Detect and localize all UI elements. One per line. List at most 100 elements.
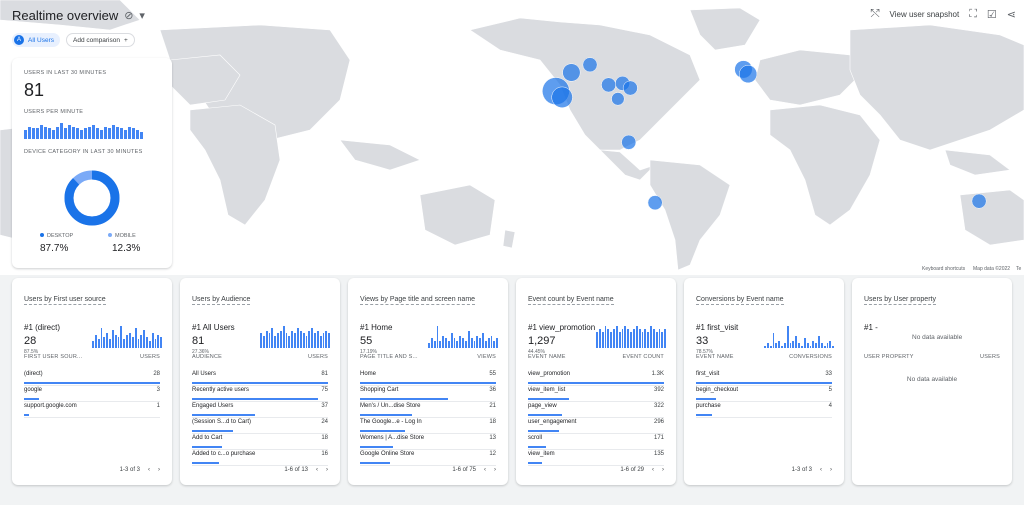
map-user-point[interactable] — [647, 195, 663, 211]
map-user-point[interactable] — [562, 63, 581, 82]
row-bar — [192, 382, 328, 384]
next-page-icon[interactable]: › — [158, 467, 160, 473]
prev-page-icon[interactable]: ‹ — [652, 467, 654, 473]
spark-bar — [294, 333, 296, 348]
map-user-point[interactable] — [739, 65, 758, 84]
device-category-donut[interactable] — [64, 170, 120, 226]
table-row[interactable]: Google Online Store 12 — [360, 450, 496, 466]
chevron-down-icon[interactable]: ▾ — [139, 10, 145, 22]
keyboard-shortcuts-link[interactable]: Keyboard shortcuts — [922, 266, 966, 272]
row-value: 1 — [156, 403, 160, 409]
spark-bar — [453, 338, 456, 348]
col-metric: USERS — [308, 354, 328, 360]
card-sparkline[interactable] — [428, 326, 499, 348]
prev-page-icon[interactable]: ‹ — [820, 467, 822, 473]
card-sparkline[interactable] — [260, 326, 331, 348]
table-row[interactable]: Men's / Un...dise Store 21 — [360, 402, 496, 418]
table-row[interactable]: view_promotion 1.3K — [528, 370, 664, 386]
edit-insights-icon[interactable]: ☑ — [986, 9, 997, 21]
map-user-point[interactable] — [621, 134, 637, 150]
prev-page-icon[interactable]: ‹ — [316, 467, 318, 473]
next-page-icon[interactable]: › — [494, 467, 496, 473]
card-sparkline[interactable] — [596, 326, 667, 348]
table-row[interactable]: Engaged Users 37 — [192, 402, 328, 418]
table-row[interactable]: view_item 135 — [528, 450, 664, 466]
table-row[interactable]: All Users 81 — [192, 370, 328, 386]
map-user-point[interactable] — [582, 57, 598, 73]
table-row[interactable]: Recently active users 75 — [192, 386, 328, 402]
spark-bar — [148, 341, 151, 348]
upm-bar — [96, 128, 99, 139]
table-row[interactable]: scroll 171 — [528, 434, 664, 450]
map-user-point[interactable] — [601, 77, 617, 93]
card-title[interactable]: Users by User property — [864, 296, 936, 305]
table-row[interactable]: (direct) 28 — [24, 370, 160, 386]
prev-page-icon[interactable]: ‹ — [148, 467, 150, 473]
table-row[interactable]: support.google.com 1 — [24, 402, 160, 418]
prev-page-icon[interactable]: ‹ — [484, 467, 486, 473]
spark-bar — [772, 333, 775, 348]
table-row[interactable]: purchase 4 — [696, 402, 832, 418]
table-row[interactable]: Home 55 — [360, 370, 496, 386]
add-comparison-button[interactable]: Add comparison + — [66, 33, 135, 47]
spark-bar — [781, 345, 783, 348]
table-row[interactable]: Add to Cart 18 — [192, 434, 328, 450]
next-page-icon[interactable]: › — [662, 467, 664, 473]
card-sparkline[interactable] — [764, 326, 835, 348]
next-page-icon[interactable]: › — [326, 467, 328, 473]
spark-bar — [815, 343, 818, 348]
page-title: Realtime overview — [12, 8, 119, 23]
donut-desktop-segment[interactable] — [64, 170, 120, 226]
map-user-point[interactable] — [611, 92, 625, 106]
card-title[interactable]: Views by Page title and screen name — [360, 296, 476, 305]
card-top-item: #1 first_visit — [696, 323, 739, 332]
spark-bar — [661, 331, 664, 348]
pagination: 1-3 of 3 ‹ › — [120, 467, 160, 473]
next-page-icon[interactable]: › — [830, 467, 832, 473]
all-users-chip[interactable]: A All Users — [12, 33, 61, 47]
table-row[interactable]: begin_checkout 5 — [696, 386, 832, 402]
card-sparkline[interactable] — [92, 326, 163, 348]
table-row[interactable]: The Google...e - Log In 18 — [360, 418, 496, 434]
spark-bar — [279, 330, 282, 348]
users-per-minute-chart[interactable] — [24, 121, 160, 139]
table-row[interactable]: page_view 322 — [528, 402, 664, 418]
card-title[interactable]: Event count by Event name — [528, 296, 614, 305]
table-row[interactable]: Shopping Cart 36 — [360, 386, 496, 402]
terms-link[interactable]: Te — [1016, 266, 1022, 272]
upm-bar — [132, 128, 135, 139]
row-value: 28 — [153, 371, 160, 377]
snapshot-icon[interactable]: ⤲ — [870, 8, 880, 20]
table-row[interactable]: user_engagement 296 — [528, 418, 664, 434]
row-value: 3 — [156, 387, 160, 393]
card-title[interactable]: Conversions by Event name — [696, 296, 784, 305]
table-row[interactable]: Added to c...o purchase 16 — [192, 450, 328, 466]
share-icon[interactable]: ⋖ — [1006, 9, 1016, 21]
card-title[interactable]: Users by Audience — [192, 296, 251, 305]
spark-bar — [484, 340, 487, 348]
spark-bar — [596, 331, 598, 348]
segment-avatar: A — [14, 35, 24, 45]
map-user-point[interactable] — [622, 80, 638, 96]
row-value: 37 — [321, 403, 328, 409]
check-circle-icon[interactable]: ⊘ — [124, 10, 134, 22]
spark-bar — [447, 340, 450, 348]
pagination-label: 1-6 of 13 — [284, 467, 308, 473]
row-bar — [24, 414, 30, 416]
spark-bar — [268, 333, 271, 348]
table-header: PAGE TITLE AND S... VIEWS — [360, 354, 496, 360]
table-row[interactable]: (Session S...d to Cart) 24 — [192, 418, 328, 434]
row-bar — [696, 398, 717, 400]
fullscreen-icon[interactable]: ⛶ — [969, 8, 977, 20]
map-user-point[interactable] — [551, 86, 573, 108]
table-row[interactable]: view_item_list 392 — [528, 386, 664, 402]
row-label: (Session S...d to Cart) — [192, 419, 252, 425]
table-row[interactable]: first_visit 33 — [696, 370, 832, 386]
view-user-snapshot-button[interactable]: View user snapshot — [889, 10, 960, 19]
map-user-point[interactable] — [971, 193, 987, 209]
table-row[interactable]: Womens | A...dise Store 13 — [360, 434, 496, 450]
row-bar — [192, 398, 319, 400]
spark-bar — [285, 333, 288, 348]
table-row[interactable]: google 3 — [24, 386, 160, 402]
card-title[interactable]: Users by First user source — [24, 296, 106, 305]
